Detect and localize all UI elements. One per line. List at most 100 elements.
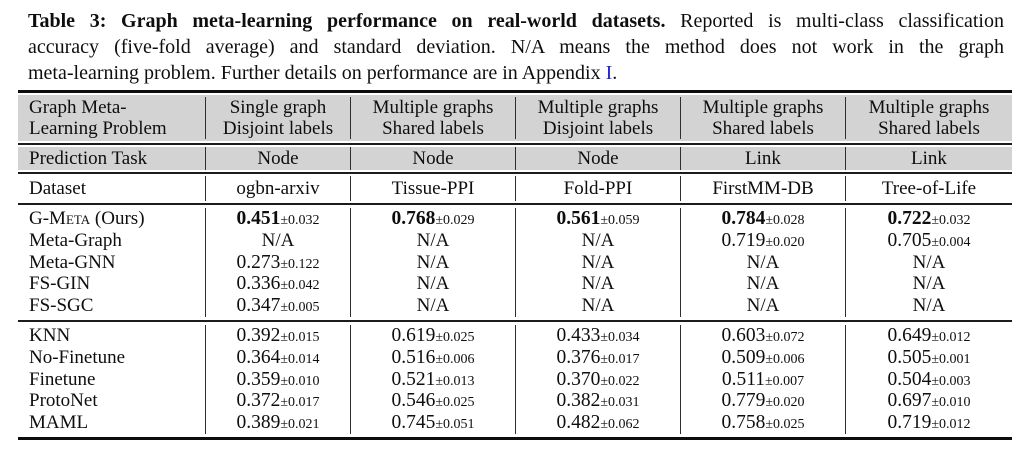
value-cell: 0.433±0.034 [516, 325, 680, 347]
value-stddev: ±0.022 [600, 373, 640, 389]
value-stddev: ±0.017 [280, 395, 320, 411]
value-stddev: ±0.005 [280, 300, 320, 316]
header-label-line: Shared labels [382, 118, 484, 139]
value-mean: 0.389 [236, 412, 281, 434]
value-cell: 0.347±0.005 [206, 295, 350, 317]
value-cell: N/A [746, 295, 780, 317]
value-cell: 0.516±0.006 [351, 347, 515, 369]
prediction-task-cell: Node [205, 147, 350, 170]
prediction-task-row-label: Prediction Task [29, 148, 148, 169]
table-rule [18, 143, 1012, 145]
value-stddev: ±0.032 [931, 213, 971, 228]
dataset-cell: Tissue-PPI [350, 176, 515, 201]
method-column: G-Meta (Ours) Meta-Graph Meta-GNN FS-GIN FS-… [18, 208, 205, 317]
value-mean: 0.561 [556, 208, 601, 229]
header-label-line: Shared labels [712, 118, 814, 139]
value-cell: 0.509±0.006 [681, 347, 845, 369]
method-label: Meta-GNN [29, 251, 116, 273]
appendix-link[interactable]: I [605, 62, 613, 84]
value-mean: 0.372 [236, 390, 281, 412]
header-label-line: Single graph [229, 97, 327, 118]
prediction-task-cell: Node [350, 147, 515, 170]
value-cell: 0.561±0.059 [516, 208, 680, 230]
value-mean: 0.509 [721, 346, 766, 368]
value-stddev: ±0.072 [765, 329, 805, 345]
value-stddev: ±0.020 [765, 234, 805, 250]
value-cell: 0.745±0.051 [351, 412, 515, 434]
table-top-rule [18, 90, 1012, 93]
prediction-task-cell: Link [680, 147, 845, 170]
value-stddev: ±0.010 [280, 373, 320, 389]
method-label: MAML [29, 412, 89, 434]
value-cell: N/A [416, 251, 450, 273]
method-label: G-Meta (Ours) [29, 208, 145, 229]
value-mean: 0.768 [391, 208, 436, 229]
dataset-cell: Tree-of-Life [845, 176, 1012, 201]
value-stddev: ±0.034 [600, 329, 640, 345]
value-stddev: ±0.025 [435, 395, 475, 411]
value-mean: 0.705 [887, 229, 932, 251]
method-label: No-Finetune [29, 346, 126, 368]
value-stddev: ±0.032 [280, 213, 320, 228]
method-label: FS-SGC [29, 295, 94, 317]
value-cell: 0.273±0.122 [206, 252, 350, 274]
value-stddev: ±0.059 [600, 213, 640, 228]
table-group-baselines: KNN No-Finetune Finetune ProtoNet MAML 0.392±… [18, 322, 1012, 437]
header-label-line: Learning Problem [29, 118, 167, 139]
value-stddev: ±0.010 [931, 395, 971, 411]
table-group-meta-methods: G-Meta (Ours) Meta-Graph Meta-GNN FS-GIN FS-… [18, 205, 1012, 320]
value-mean: 0.370 [556, 368, 601, 390]
value-cell: 0.619±0.025 [351, 325, 515, 347]
value-stddev: ±0.015 [280, 329, 320, 345]
value-cell: 0.382±0.031 [516, 390, 680, 412]
method-label: Meta-Graph [29, 229, 122, 251]
value-column: 0.561±0.059 N/A N/A N/A N/A [515, 208, 680, 317]
page: Table 3: Graph meta-learning performance… [0, 8, 1031, 440]
value-stddev: ±0.031 [600, 395, 640, 411]
method-label: FS-GIN [29, 273, 91, 295]
value-cell: 0.649±0.012 [846, 325, 1012, 347]
value-mean: 0.511 [721, 368, 765, 390]
value-cell: 0.511±0.007 [681, 369, 845, 391]
value-cell: N/A [261, 229, 295, 251]
value-cell: N/A [746, 273, 780, 295]
value-mean: 0.719 [887, 412, 932, 434]
column-header-problem-label: Graph Meta- Learning Problem [18, 97, 205, 139]
caption-text-1: Reported is multi-class classification [665, 10, 1004, 32]
header-row-dataset: Dataset ogbn-arxiv Tissue-PPI Fold-PPI First… [18, 176, 1012, 201]
value-cell: N/A [912, 273, 946, 295]
value-column: 0.619±0.025 0.516±0.006 0.521±0.013 0.546±0… [350, 324, 515, 434]
value-mean: 0.451 [236, 208, 281, 229]
value-cell: 0.758±0.025 [681, 412, 845, 434]
value-stddev: ±0.051 [435, 417, 475, 433]
value-mean: 0.719 [721, 229, 766, 251]
caption-line-3: meta-learning problem. Further details o… [28, 60, 1004, 86]
caption-line-1: Table 3: Graph meta-learning performance… [28, 8, 1004, 34]
method-label: Finetune [29, 368, 96, 390]
dataset-cell: FirstMM-DB [680, 176, 845, 201]
value-mean: 0.745 [391, 412, 436, 434]
caption-text-3: meta-learning problem. Further details o… [28, 62, 606, 84]
value-stddev: ±0.012 [931, 329, 971, 345]
value-cell: 0.784±0.028 [681, 208, 845, 230]
value-cell: 0.370±0.022 [516, 369, 680, 391]
column-header-problem: Multiple graphs Shared labels [845, 97, 1012, 139]
header-label-line: Multiple graphs [868, 97, 990, 118]
table-caption: Table 3: Graph meta-learning performance… [28, 8, 1004, 86]
dataset-cell: Fold-PPI [515, 176, 680, 201]
method-label: ProtoNet [29, 390, 98, 412]
value-cell: N/A [581, 229, 615, 251]
value-mean: 0.273 [236, 251, 281, 273]
value-cell: 0.451±0.032 [206, 208, 350, 230]
header-row-prediction-task: Prediction Task Node Node Node Link Link [18, 147, 1012, 170]
method-column: KNN No-Finetune Finetune ProtoNet MAML [18, 325, 205, 434]
value-mean: 0.347 [236, 295, 281, 317]
value-cell: 0.389±0.021 [206, 412, 350, 434]
value-column: 0.433±0.034 0.376±0.017 0.370±0.022 0.382±0… [515, 324, 680, 434]
value-mean: 0.382 [556, 390, 601, 412]
header-row-problem: Graph Meta- Learning Problem Single graph D… [18, 95, 1012, 141]
value-stddev: ±0.021 [280, 417, 320, 433]
table-rule [18, 319, 1012, 322]
prediction-task-cell: Node [515, 147, 680, 170]
value-mean: 0.758 [721, 412, 766, 434]
